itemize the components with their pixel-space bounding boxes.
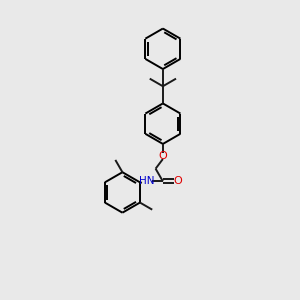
Text: O: O xyxy=(158,151,167,161)
Text: HN: HN xyxy=(139,176,155,186)
Text: O: O xyxy=(173,176,182,186)
